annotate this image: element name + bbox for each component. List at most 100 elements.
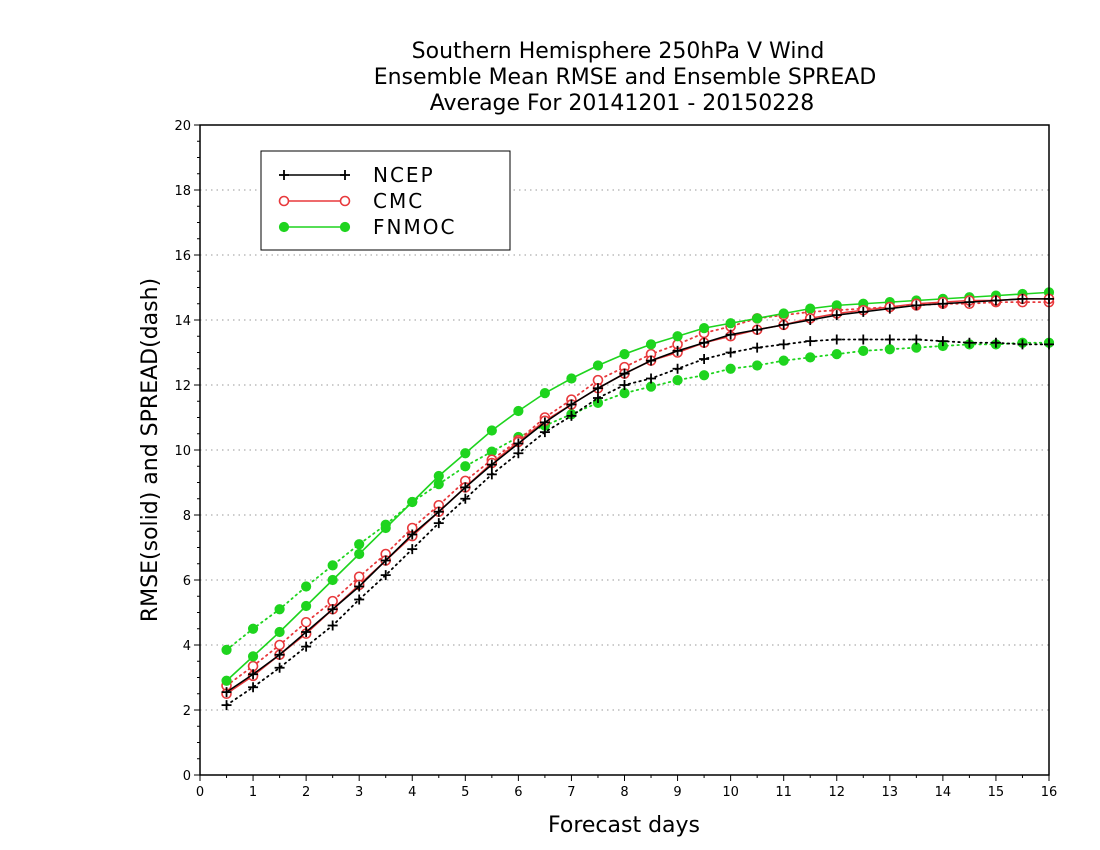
- data-point: [805, 315, 816, 325]
- x-tick-label: 16: [1041, 785, 1058, 800]
- data-point: [354, 539, 365, 550]
- series-line: [225, 338, 1050, 707]
- data-point: [460, 448, 471, 459]
- data-point: [778, 319, 789, 330]
- series-line: [226, 298, 1049, 695]
- data-point: [513, 448, 524, 459]
- title-line-1: Southern Hemisphere 250hPa V Wind: [412, 39, 825, 64]
- legend-entry-cmc: CMC: [278, 189, 422, 213]
- data-point: [274, 639, 285, 651]
- data-point: [858, 334, 869, 345]
- data-point: [354, 594, 365, 605]
- data-point: [1017, 339, 1028, 350]
- data-point: [964, 297, 975, 308]
- data-point: [460, 493, 471, 504]
- y-tick-label: 8: [183, 509, 191, 524]
- data-point: [513, 405, 524, 417]
- data-point: [752, 360, 763, 371]
- legend-marker: [278, 221, 290, 233]
- data-point: [646, 355, 657, 366]
- data-point: [592, 383, 603, 394]
- y-tick-label: 10: [174, 444, 191, 459]
- data-point: [672, 375, 683, 386]
- data-point: [380, 555, 391, 566]
- y-tick-label: 20: [174, 119, 191, 134]
- data-point: [778, 355, 789, 366]
- data-point: [327, 574, 338, 586]
- legend-entry-fnmoc: FNMOC: [278, 215, 456, 239]
- legend-label: FNMOC: [373, 215, 456, 239]
- data-point: [619, 380, 630, 390]
- data-point: [805, 303, 816, 314]
- data-point: [539, 417, 550, 428]
- series-cmc-spread: [221, 296, 1055, 691]
- data-point: [884, 344, 895, 355]
- data-point: [937, 298, 948, 309]
- data-point: [752, 342, 763, 353]
- x-tick-label: 12: [828, 785, 845, 800]
- data-point: [513, 438, 524, 449]
- data-point: [274, 649, 285, 660]
- data-point: [221, 700, 232, 711]
- data-point: [460, 461, 471, 472]
- x-tick-label: 0: [196, 785, 204, 800]
- x-tick-label: 2: [302, 785, 310, 800]
- data-point: [964, 337, 975, 348]
- data-point: [990, 337, 1001, 348]
- legend-marker: [339, 221, 351, 233]
- x-tick-label: 9: [673, 785, 681, 800]
- data-point: [247, 651, 259, 662]
- series-fnmoc-rmse: [221, 287, 1055, 686]
- x-tick-label: 7: [567, 785, 575, 800]
- y-tick-label: 18: [174, 184, 191, 199]
- data-point: [725, 363, 736, 374]
- data-point: [433, 518, 444, 529]
- data-point: [354, 548, 365, 560]
- data-point: [698, 370, 710, 381]
- data-point: [300, 616, 312, 628]
- data-point: [646, 373, 657, 384]
- y-tick-label: 0: [183, 769, 191, 784]
- data-point: [274, 626, 285, 638]
- gridlines: [200, 189, 1049, 711]
- data-point: [460, 482, 471, 493]
- series-ncep-spread: [221, 334, 1054, 711]
- data-point: [221, 687, 232, 698]
- y-axis-label: RMSE(solid) and SPREAD(dash): [138, 278, 163, 622]
- data-point: [380, 570, 391, 581]
- y-tick-label: 6: [183, 574, 191, 589]
- y-tick-label: 16: [174, 249, 191, 264]
- data-point: [566, 410, 577, 421]
- data-point: [301, 581, 312, 592]
- data-point: [805, 336, 816, 347]
- y-axis: 0 2 4 6 8 10 12 14 16 18 20: [174, 119, 200, 784]
- data-point: [831, 349, 842, 360]
- data-point: [486, 469, 497, 480]
- x-tick-label: 11: [775, 785, 792, 800]
- data-point: [539, 388, 551, 399]
- data-point: [407, 496, 418, 508]
- data-point: [327, 620, 338, 631]
- data-point: [672, 363, 683, 374]
- data-point: [778, 308, 789, 319]
- series-cmc-rmse: [221, 293, 1055, 700]
- legend-marker: [278, 195, 290, 207]
- x-tick-label: 6: [514, 785, 522, 800]
- series-line: [225, 341, 1050, 651]
- data-point: [539, 427, 550, 438]
- title-line-3: Average For 20141201 - 20150228: [430, 91, 815, 116]
- x-tick-label: 15: [988, 785, 1005, 800]
- data-point: [619, 349, 630, 360]
- data-point: [698, 323, 710, 334]
- data-point: [301, 600, 312, 612]
- y-tick-label: 12: [174, 379, 191, 394]
- series-ncep-rmse: [221, 293, 1054, 698]
- data-point: [301, 627, 312, 637]
- data-point: [380, 522, 391, 534]
- y-tick-label: 4: [183, 639, 191, 654]
- data-point: [433, 470, 444, 482]
- data-point: [911, 300, 922, 311]
- chart-title: Southern Hemisphere 250hPa V Wind Ensemb…: [374, 39, 877, 116]
- data-point: [327, 560, 338, 571]
- data-point: [752, 324, 763, 335]
